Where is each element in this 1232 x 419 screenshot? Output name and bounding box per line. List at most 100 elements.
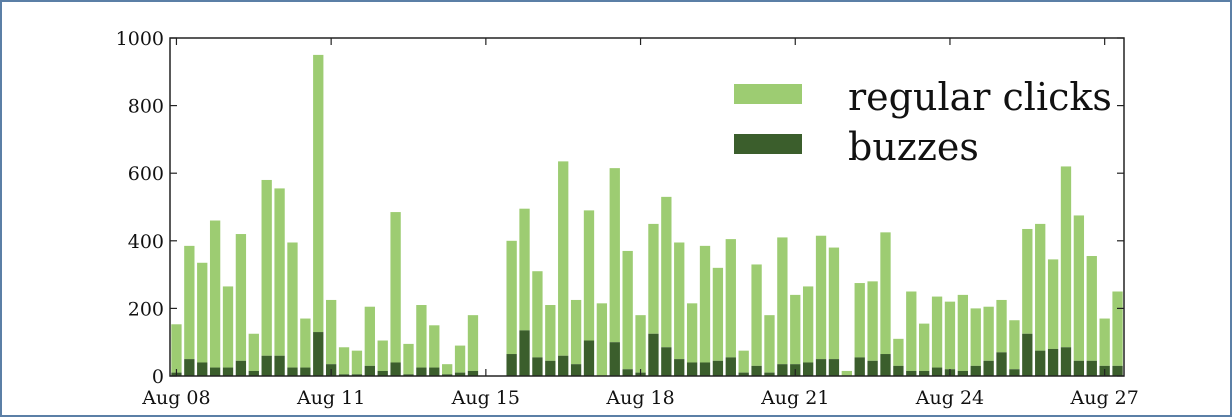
bar-regular-clicks xyxy=(184,245,195,360)
x-tick-label: Aug 11 xyxy=(296,387,365,409)
bar-buzzes xyxy=(338,374,350,376)
bar-buzzes xyxy=(558,355,569,376)
bar-regular-clicks xyxy=(313,54,324,333)
bar-buzzes xyxy=(454,372,466,376)
bar-regular-clicks xyxy=(442,364,453,375)
bar-buzzes xyxy=(622,369,633,376)
bar-buzzes xyxy=(712,360,724,376)
bar-regular-clicks xyxy=(931,296,943,368)
bar-buzzes xyxy=(1047,348,1059,376)
bar-regular-clicks xyxy=(699,245,711,363)
bar-buzzes xyxy=(777,364,788,376)
bar-buzzes xyxy=(442,374,453,376)
x-axis: Aug 08 Aug 11 Aug 15 Aug 18 Aug 21 Aug 24 Aug … xyxy=(141,38,1139,409)
bar-buzzes xyxy=(648,333,659,376)
legend-label: regular clicks xyxy=(848,75,1112,119)
bar-buzzes xyxy=(1022,333,1033,376)
bar-buzzes xyxy=(931,367,943,376)
bar-buzzes xyxy=(519,330,530,376)
bar-buzzes xyxy=(906,370,917,376)
bar-buzzes xyxy=(957,370,969,376)
bar-buzzes xyxy=(725,357,736,376)
bar-regular-clicks xyxy=(390,212,401,363)
bar-buzzes xyxy=(287,367,298,376)
bar-buzzes xyxy=(351,374,363,376)
bar-regular-clicks xyxy=(364,306,375,366)
bar-regular-clicks xyxy=(957,294,969,371)
bar-buzzes xyxy=(209,367,221,376)
bar-regular-clicks xyxy=(171,324,182,373)
bar-buzzes xyxy=(738,372,749,376)
bar-regular-clicks xyxy=(854,283,865,358)
bar-regular-clicks xyxy=(738,350,749,373)
y-tick-label: 600 xyxy=(128,163,164,185)
bar-regular-clicks xyxy=(287,242,298,368)
bar-buzzes xyxy=(674,359,685,376)
x-tick-label: Aug 15 xyxy=(451,387,520,409)
bar-buzzes xyxy=(222,367,234,376)
bar-regular-clicks xyxy=(1060,166,1072,348)
bar-buzzes xyxy=(274,355,285,376)
plot-area-border xyxy=(169,37,1125,377)
bar-buzzes xyxy=(764,372,775,376)
bar-buzzes xyxy=(893,365,904,376)
bar-regular-clicks xyxy=(970,308,981,366)
bar-buzzes xyxy=(854,357,865,376)
y-axis: 0 200 400 600 800 1000 xyxy=(116,28,1124,388)
bar-regular-clicks xyxy=(467,315,479,371)
bar-buzzes xyxy=(1086,360,1097,376)
bar-buzzes xyxy=(429,367,440,376)
bar-regular-clicks xyxy=(1047,259,1059,349)
bar-buzzes xyxy=(661,347,672,376)
bar-regular-clicks xyxy=(1073,215,1085,361)
bar-regular-clicks xyxy=(454,345,466,373)
bar-regular-clicks xyxy=(906,291,917,371)
bar-buzzes xyxy=(532,357,543,376)
bar-buzzes xyxy=(1060,347,1072,376)
bar-buzzes xyxy=(880,354,891,376)
bar-regular-clicks xyxy=(351,350,363,375)
bar-regular-clicks xyxy=(1086,256,1097,361)
bar-buzzes xyxy=(261,355,272,376)
bar-regular-clicks xyxy=(919,323,930,371)
bar-buzzes xyxy=(235,360,247,376)
bar-regular-clicks xyxy=(802,286,814,363)
bar-regular-clicks xyxy=(338,347,350,375)
bar-regular-clicks xyxy=(1022,228,1033,334)
bar-regular-clicks xyxy=(325,299,337,365)
bar-buzzes xyxy=(545,360,556,376)
bar-regular-clicks xyxy=(506,240,517,355)
legend-label: buzzes xyxy=(848,125,979,169)
bar-regular-clicks xyxy=(519,208,530,331)
bar-regular-clicks xyxy=(893,338,904,366)
y-tick-label: 400 xyxy=(128,231,164,253)
bar-buzzes xyxy=(699,362,711,376)
bar-regular-clicks xyxy=(661,196,672,348)
bar-buzzes xyxy=(1009,369,1020,376)
bar-regular-clicks xyxy=(686,303,698,363)
x-tick-label: Aug 18 xyxy=(605,387,674,409)
bar-buzzes xyxy=(403,374,414,376)
bar-regular-clicks xyxy=(983,306,994,361)
bar-buzzes xyxy=(467,370,479,376)
bar-regular-clicks xyxy=(209,220,221,368)
bar-regular-clicks xyxy=(377,340,388,371)
bar-regular-clicks xyxy=(674,242,685,360)
bar-regular-clicks xyxy=(545,305,556,361)
bar-buzzes xyxy=(751,365,762,376)
y-tick-label: 200 xyxy=(128,298,164,320)
bar-regular-clicks xyxy=(622,250,633,370)
bar-buzzes xyxy=(983,360,994,376)
bar-regular-clicks xyxy=(764,315,775,373)
bar-regular-clicks xyxy=(828,247,840,360)
x-tick-label: Aug 21 xyxy=(760,387,829,409)
bar-regular-clicks xyxy=(403,343,414,375)
bar-buzzes xyxy=(996,352,1007,376)
bar-regular-clicks xyxy=(880,232,891,355)
bar-regular-clicks xyxy=(1112,291,1123,366)
bar-regular-clicks xyxy=(1009,320,1020,370)
bar-buzzes xyxy=(506,354,517,376)
bar-buzzes xyxy=(570,364,582,376)
bar-buzzes xyxy=(686,362,698,376)
bar-regular-clicks xyxy=(867,281,878,361)
